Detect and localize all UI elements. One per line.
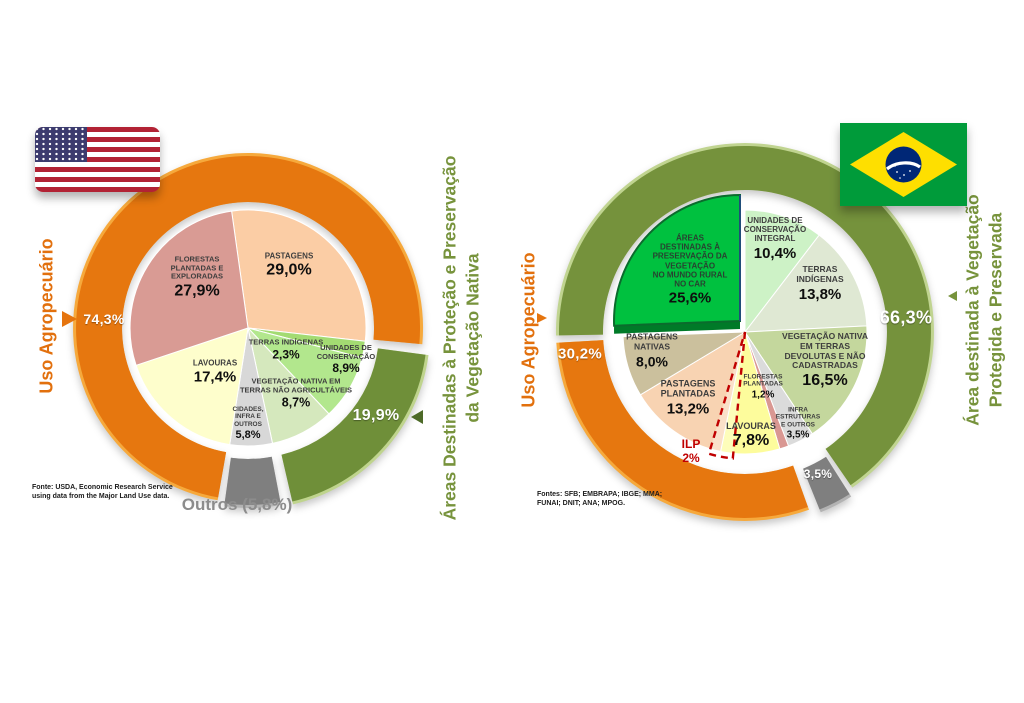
usa-areas-preservacao-axis-label: Áreas Destinadas à Proteção e Preservaçã…	[438, 156, 484, 521]
brasil-preservada-arrow-icon	[948, 291, 957, 301]
usa-flag-canton-icon	[35, 127, 87, 162]
brazil-flag	[840, 123, 967, 206]
usa-uso-agropecuario-arrow-icon	[62, 311, 77, 327]
usa-uso-agropecuario-axis-label: Uso Agropecuário	[36, 238, 57, 394]
brasil-source-note: Fontes: SFB; EMBRAPA; IBGE; MMA; FUNAI; …	[537, 490, 662, 508]
usa-outros-label: Outros (5,8%)	[181, 495, 293, 514]
usa-source-line2: using data from the Major Land Use data.	[32, 493, 170, 501]
chart-1-ring-1	[803, 456, 852, 513]
usa-source-note: Fonte: USDA, Economic Research Service u…	[32, 483, 173, 501]
brasil-uso-agropecuario-axis-label: Uso Agropecuário	[518, 252, 539, 408]
usa-areas-preservacao-axis-line2: da Vegetação Nativa	[462, 253, 482, 423]
brasil-area-preservada-axis-label: Área destinada à Vegetação Protegida e P…	[961, 194, 1007, 426]
usa-flag	[35, 127, 160, 192]
chart-0-ring-2	[224, 456, 281, 509]
brasil-uso-agropecuario-arrow-icon	[537, 313, 547, 323]
brasil-area-preservada-axis-line1: Área destinada à Vegetação	[962, 194, 983, 426]
chart-1-ring-2	[556, 340, 809, 521]
brasil-source-line2: FUNAI; DNIT; ANA; MPOG.	[537, 500, 626, 508]
brasil-source-line1: Fontes: SFB; EMBRAPA; IBGE; MMA;	[537, 491, 663, 498]
brasil-area-preservada-axis-line2: Protegida e Preservada	[985, 212, 1005, 408]
usa-areas-preservacao-axis-line1: Áreas Destinadas à Proteção e Preservaçã…	[439, 155, 460, 521]
usa-preservacao-arrow-icon	[411, 410, 423, 424]
usa-source-line1: Fonte: USDA, Economic Research Service	[32, 484, 173, 491]
chart-0-ring-1	[281, 348, 429, 505]
